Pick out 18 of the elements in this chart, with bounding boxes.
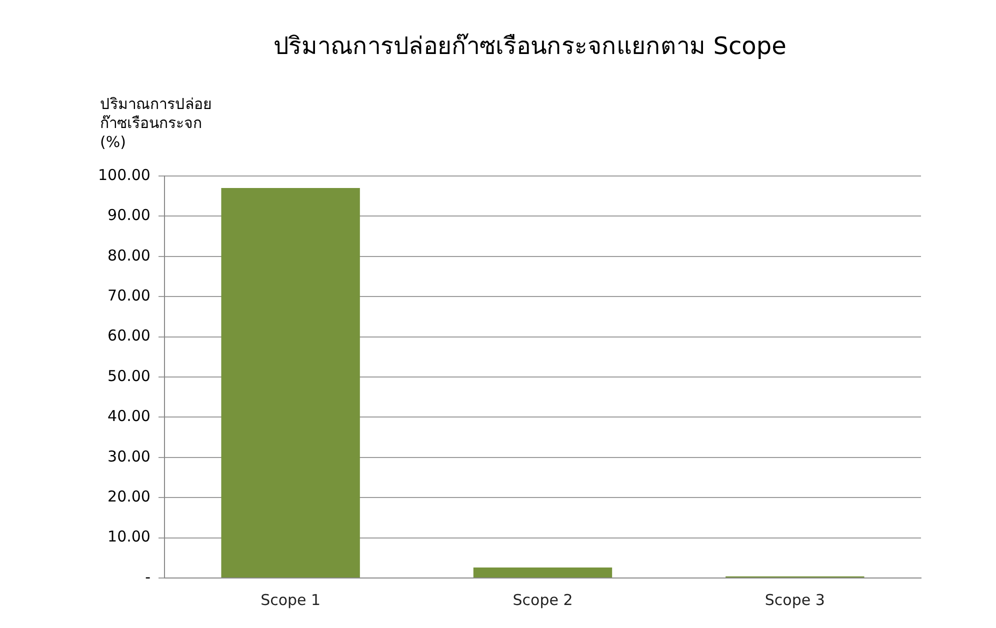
y-tick-label: 40.00 (108, 407, 150, 426)
y-tick-label: 20.00 (108, 487, 150, 506)
bar (221, 188, 360, 578)
y-tick-label: 50.00 (108, 366, 150, 385)
y-tick-label: 100.00 (98, 166, 150, 184)
y-axis-title: ปริมาณการปล่อย ก๊าซเรือนกระจก (%) (100, 95, 212, 152)
y-tick-label: - (145, 568, 150, 586)
y-tick-label: 60.00 (108, 326, 150, 345)
y-tick-label: 90.00 (108, 206, 150, 224)
x-tick-label: Scope 2 (512, 590, 573, 609)
y-tick-label: 10.00 (108, 528, 150, 546)
y-tick-label: 30.00 (108, 447, 150, 466)
bar (473, 568, 612, 578)
y-tick-label: 70.00 (108, 286, 150, 304)
x-tick-label: Scope 1 (260, 590, 321, 609)
x-tick-label: Scope 3 (764, 590, 825, 609)
y-tick-label: 80.00 (108, 246, 150, 264)
chart-title: ปริมาณการปล่อยก๊าซเรือนกระจกแยกตาม Scope (272, 31, 788, 62)
